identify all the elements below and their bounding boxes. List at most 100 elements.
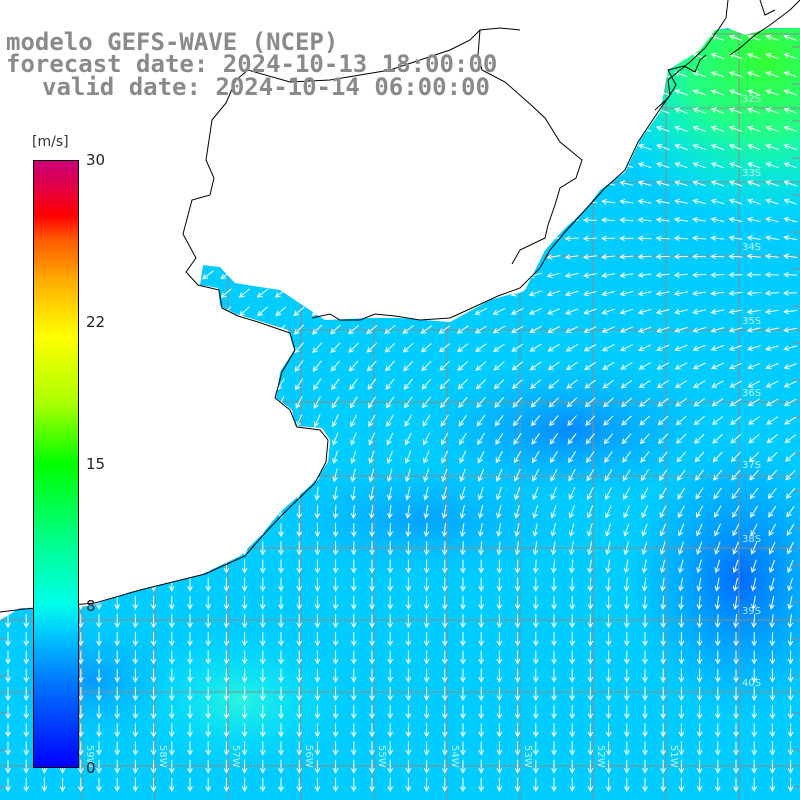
wind-arrow [241,668,248,683]
wind-arrow [587,614,594,629]
ocean-strong-wind-zone [470,28,800,330]
wind-arrow [458,414,468,427]
wind-arrow [332,668,339,683]
wind-arrow [694,433,705,444]
wind-arrow [441,559,448,574]
wind-arrow [747,162,761,169]
wind-arrow [678,777,685,792]
wind-arrow [512,379,523,390]
wind-arrow [330,360,341,372]
wind-arrow [132,741,139,756]
wind-arrow [278,577,284,592]
wind-arrow [460,705,466,720]
wind-arrow [678,759,685,774]
wind-arrow [601,290,616,297]
wind-arrow [259,650,266,665]
wind-arrow [77,650,84,665]
wind-arrow [569,577,575,592]
wind-arrow [132,759,139,774]
wind-arrow [639,433,650,445]
wind-arrow [765,345,779,351]
wind-arrow [714,668,721,683]
wind-arrow [331,396,340,409]
wind-arrow [531,433,540,445]
wind-arrow [660,759,667,774]
wind-arrow [474,307,488,315]
wind-arrow [619,217,634,223]
wind-arrow [59,777,66,792]
wind-arrow [296,614,303,629]
wind-arrow [673,217,688,223]
wind-arrow [696,559,702,574]
wind-arrow [514,541,521,556]
wind-arrow [476,414,486,427]
wind-arrow [77,759,84,774]
wind-arrow [714,505,722,518]
wind-arrow [423,759,430,774]
wind-arrow [423,632,430,647]
wind-arrow [423,741,430,756]
wind-arrow [674,198,688,205]
wind-arrow [674,362,688,370]
wind-arrow [187,614,193,629]
wind-arrow [350,668,357,683]
wind-arrow [766,434,778,444]
wind-arrow [764,308,779,315]
wind-arrow [783,34,797,41]
wind-arrow [728,125,743,132]
wind-arrow [568,451,577,464]
wind-arrow [733,705,739,720]
wind-arrow [23,705,30,720]
wind-arrow [769,650,776,665]
wind-arrow [551,777,557,792]
wind-arrow [404,450,412,464]
wind-arrow [496,632,503,647]
wind-arrow [658,469,668,482]
wind-arrow [332,595,339,610]
wind-arrow [314,759,321,774]
wind-arrow [733,686,739,701]
wind-arrow [623,595,630,610]
latitude-label: 32S [742,94,761,105]
wind-arrow [350,450,357,464]
wind-arrow [733,668,739,683]
wind-arrow [259,632,266,647]
wind-arrow [550,505,557,519]
wind-arrow [660,650,667,665]
wind-arrow [386,486,393,501]
wind-arrow [731,469,741,481]
wind-arrow [787,559,794,574]
wind-arrow [296,595,303,610]
wind-arrow [769,686,776,701]
wind-arrow [514,486,521,501]
wind-arrow [441,705,448,720]
wind-arrow [96,705,102,720]
wind-arrow [675,397,687,407]
wind-arrow [514,577,521,592]
wind-arrow [587,523,593,537]
wind-arrow [655,253,670,260]
wind-arrow [603,433,614,445]
wind-arrow [387,723,394,738]
wind-arrow [205,686,212,701]
wind-arrow [605,650,612,665]
wind-arrow [532,723,539,738]
wind-arrow [586,469,595,482]
wind-arrow [714,759,721,774]
wind-arrow [369,777,375,792]
wind-arrow [623,523,630,537]
wind-arrow [350,650,357,665]
wind-arrow [296,741,303,756]
wind-arrow [511,343,524,352]
wind-arrow [655,198,670,205]
wind-arrow [695,469,704,482]
wind-arrow [168,705,175,720]
wind-arrow [656,380,669,389]
wind-arrow [314,523,321,538]
wind-arrow [350,759,357,774]
wind-arrow [460,668,466,683]
wind-arrow [296,668,303,683]
wind-arrow [187,759,193,774]
wind-arrow [495,432,504,445]
wind-arrow [710,107,725,114]
